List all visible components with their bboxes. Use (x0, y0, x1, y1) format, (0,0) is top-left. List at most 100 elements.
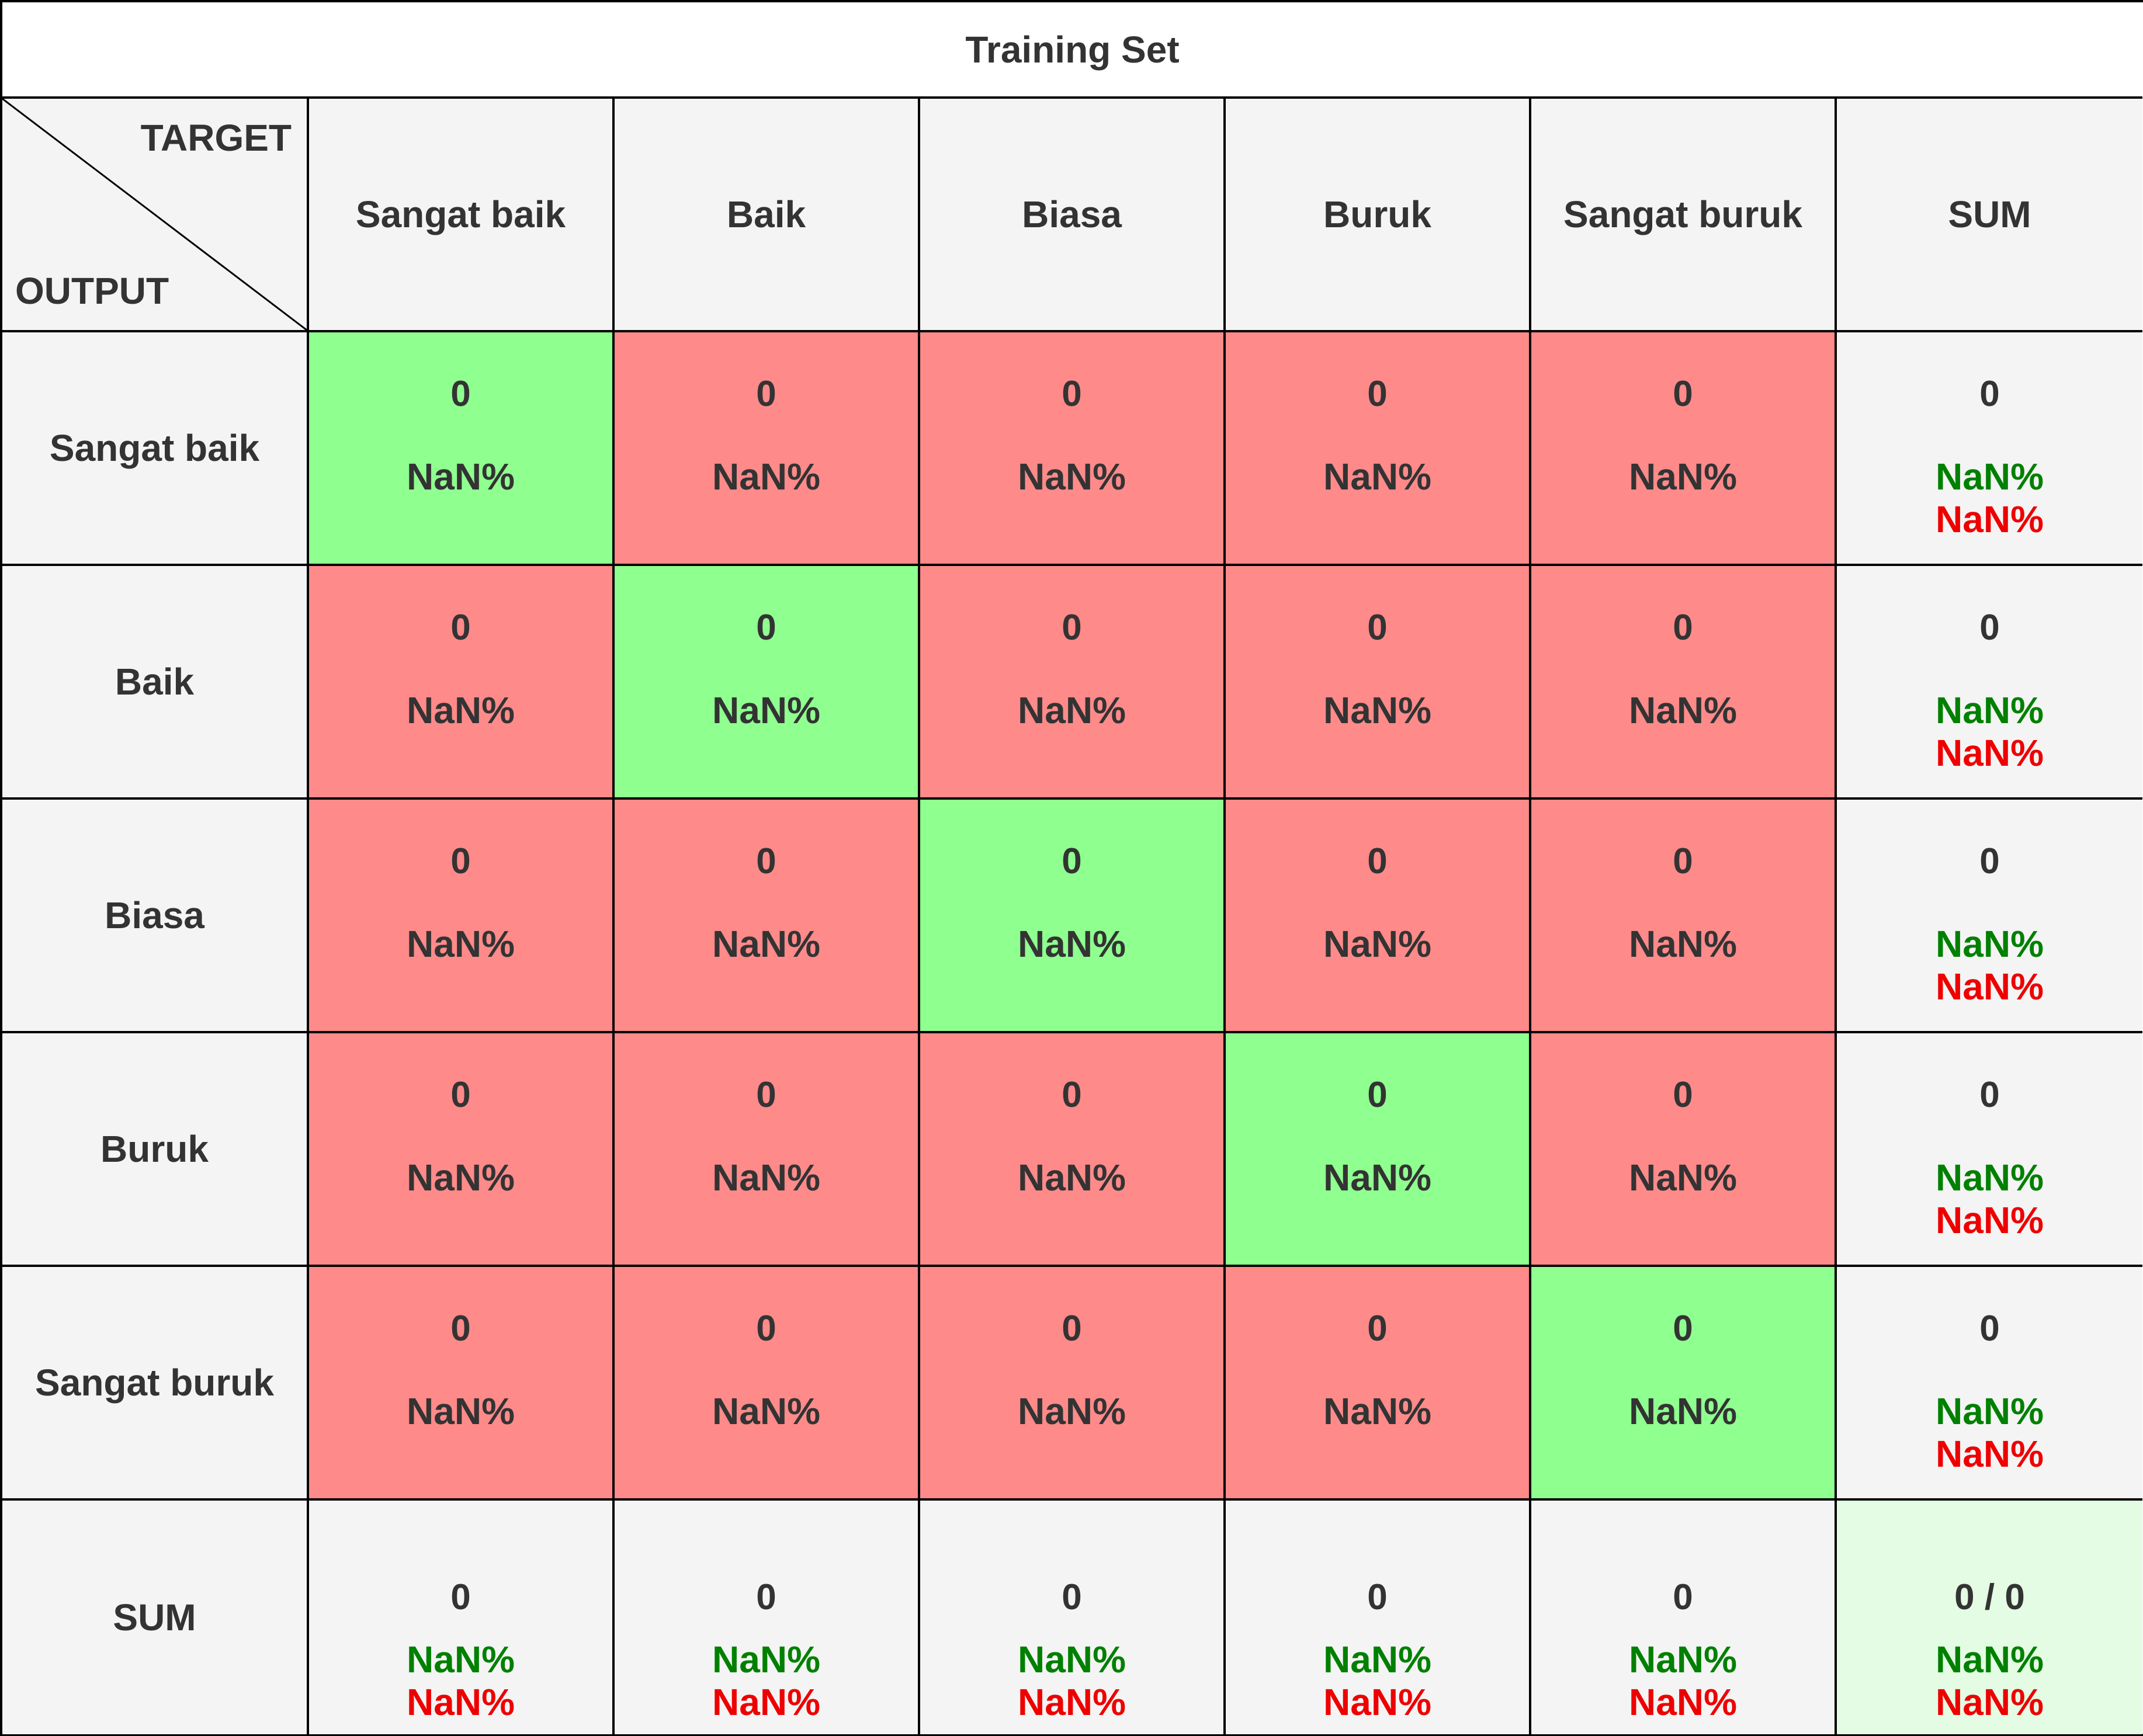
correct-cell: 0 NaN% (1531, 1267, 1837, 1501)
row-sum-good-percent: NaN% (1936, 689, 2044, 731)
output-axis-label: OUTPUT (15, 270, 169, 312)
cell-percent: NaN% (1323, 689, 1431, 731)
correct-cell: 0 NaN% (615, 566, 920, 800)
cell-percent: NaN% (407, 1157, 515, 1199)
row-sum-cell: 0 NaN% NaN% (1837, 800, 2142, 1033)
cell-count: 0 (1673, 841, 1693, 881)
cell-percent: NaN% (1629, 1390, 1737, 1432)
row-sum-good-percent: NaN% (1936, 456, 2044, 498)
grand-total-bad-percent: NaN% (1936, 1681, 2044, 1723)
cell-count: 0 (1367, 374, 1388, 414)
misclassified-cell: 0 NaN% (1531, 566, 1837, 800)
row-sum-good-percent: NaN% (1936, 1390, 2044, 1432)
cell-count: 0 (756, 374, 776, 414)
column-sum-good-percent: NaN% (1018, 1638, 1126, 1681)
cell-percent: NaN% (1018, 689, 1126, 731)
cell-count: 0 (756, 841, 776, 881)
cell-percent: NaN% (1323, 456, 1431, 498)
row-header: Sangat buruk (2, 1267, 309, 1501)
misclassified-cell: 0 NaN% (309, 1033, 615, 1267)
cell-count: 0 (756, 607, 776, 648)
cell-count: 0 (1062, 841, 1082, 881)
column-sum-bad-percent: NaN% (1629, 1681, 1737, 1723)
cell-count: 0 (450, 374, 471, 414)
misclassified-cell: 0 NaN% (920, 1033, 1226, 1267)
column-sum-cell: 0 NaN% NaN% (615, 1501, 920, 1734)
correct-cell: 0 NaN% (920, 800, 1226, 1033)
cell-percent: NaN% (407, 923, 515, 965)
column-sum-cell: 0 NaN% NaN% (309, 1501, 615, 1734)
cell-count: 0 (1062, 374, 1082, 414)
cell-count: 0 (1673, 1075, 1693, 1115)
misclassified-cell: 0 NaN% (1531, 1033, 1837, 1267)
row-sum-good-percent: NaN% (1936, 923, 2044, 965)
misclassified-cell: 0 NaN% (309, 566, 615, 800)
column-sum-good-percent: NaN% (1323, 1638, 1431, 1681)
column-sum-count: 0 (1062, 1577, 1082, 1617)
column-header: Buruk (1226, 99, 1531, 332)
column-sum-bad-percent: NaN% (1323, 1681, 1431, 1723)
cell-count: 0 (756, 1075, 776, 1115)
misclassified-cell: 0 NaN% (1226, 566, 1531, 800)
cell-count: 0 (450, 1308, 471, 1349)
column-header: Baik (615, 99, 920, 332)
column-sum-count: 0 (1673, 1577, 1693, 1617)
corner-cell: TARGET OUTPUT (2, 99, 309, 332)
column-sum-cell: 0 NaN% NaN% (920, 1501, 1226, 1734)
misclassified-cell: 0 NaN% (615, 332, 920, 566)
row-sum-count: 0 (1979, 607, 2000, 648)
cell-percent: NaN% (1018, 1157, 1126, 1199)
cell-count: 0 (1062, 1308, 1082, 1349)
column-sum-cell: 0 NaN% NaN% (1226, 1501, 1531, 1734)
cell-percent: NaN% (1323, 1390, 1431, 1432)
misclassified-cell: 0 NaN% (615, 800, 920, 1033)
misclassified-cell: 0 NaN% (309, 1267, 615, 1501)
cell-percent: NaN% (1629, 456, 1737, 498)
column-sum-count: 0 (450, 1577, 471, 1617)
misclassified-cell: 0 NaN% (1226, 800, 1531, 1033)
row-sum-bad-percent: NaN% (1936, 1199, 2044, 1241)
cell-count: 0 (1367, 841, 1388, 881)
row-sum-bad-percent: NaN% (1936, 1433, 2044, 1475)
cell-percent: NaN% (407, 456, 515, 498)
column-sum-count: 0 (756, 1577, 776, 1617)
row-sum-bad-percent: NaN% (1936, 498, 2044, 540)
cell-count: 0 (1062, 1075, 1082, 1115)
row-sum-count: 0 (1979, 374, 2000, 414)
cell-percent: NaN% (712, 689, 820, 731)
misclassified-cell: 0 NaN% (920, 332, 1226, 566)
row-sum-count: 0 (1979, 1308, 2000, 1349)
cell-count: 0 (1673, 607, 1693, 648)
grand-total-count: 0 / 0 (1954, 1577, 2025, 1617)
misclassified-cell: 0 NaN% (1531, 332, 1837, 566)
grand-total-cell: 0 / 0 NaN% NaN% (1837, 1501, 2142, 1734)
misclassified-cell: 0 NaN% (1226, 1267, 1531, 1501)
cell-percent: NaN% (712, 456, 820, 498)
misclassified-cell: 0 NaN% (1531, 800, 1837, 1033)
cell-count: 0 (450, 1075, 471, 1115)
row-header: Buruk (2, 1033, 309, 1267)
cell-count: 0 (450, 607, 471, 648)
row-sum-bad-percent: NaN% (1936, 966, 2044, 1008)
cell-count: 0 (1062, 607, 1082, 648)
cell-percent: NaN% (1323, 923, 1431, 965)
row-sum-cell: 0 NaN% NaN% (1837, 1033, 2142, 1267)
column-header: SUM (1837, 99, 2142, 332)
column-sum-bad-percent: NaN% (712, 1681, 820, 1723)
misclassified-cell: 0 NaN% (920, 1267, 1226, 1501)
cell-percent: NaN% (407, 1390, 515, 1432)
column-header: Sangat buruk (1531, 99, 1837, 332)
cell-count: 0 (1673, 1308, 1693, 1349)
column-sum-count: 0 (1367, 1577, 1388, 1617)
cell-percent: NaN% (712, 923, 820, 965)
column-sum-bad-percent: NaN% (407, 1681, 515, 1723)
row-header: Biasa (2, 800, 309, 1033)
misclassified-cell: 0 NaN% (920, 566, 1226, 800)
row-sum-cell: 0 NaN% NaN% (1837, 332, 2142, 566)
row-sum-bad-percent: NaN% (1936, 732, 2044, 774)
matrix-title: Training Set (2, 2, 2142, 99)
correct-cell: 0 NaN% (309, 332, 615, 566)
cell-percent: NaN% (1018, 456, 1126, 498)
row-sum-cell: 0 NaN% NaN% (1837, 566, 2142, 800)
